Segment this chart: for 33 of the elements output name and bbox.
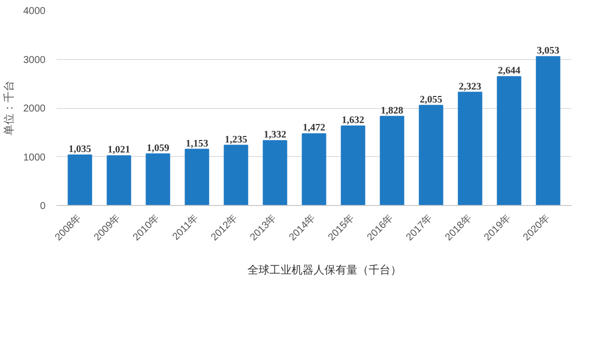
bar — [536, 56, 560, 206]
text: 2,644 — [498, 66, 520, 77]
bar — [380, 116, 404, 206]
y-tick-label: 2000 — [23, 104, 46, 114]
text: 1,021 — [108, 144, 130, 156]
bar — [458, 92, 482, 206]
text: 1,035 — [68, 144, 92, 156]
text: 1,828 — [380, 105, 404, 116]
text: 1,059 — [146, 142, 170, 154]
text: 3,053 — [536, 46, 560, 57]
y-tick-label: 3000 — [23, 54, 46, 66]
bar — [418, 104, 444, 206]
bar — [224, 144, 248, 206]
bar — [184, 148, 210, 206]
text: 1,153 — [186, 138, 208, 150]
y-tick-label: 0 — [40, 201, 46, 212]
text: 全球工业机器人保有量（千台） — [248, 264, 402, 278]
y-axis-title: 单位：千台 — [2, 80, 16, 136]
bar — [496, 76, 522, 206]
text: 1,332 — [264, 130, 286, 141]
bar — [68, 154, 92, 206]
bar — [340, 125, 366, 206]
bar — [106, 155, 132, 206]
y-tick-label: 4000 — [23, 6, 46, 17]
y-tick-label: 1000 — [23, 152, 46, 164]
text: 1,472 — [302, 122, 326, 134]
text: 1,235 — [224, 134, 248, 146]
bar — [302, 133, 326, 206]
bar — [146, 153, 170, 206]
text: 2,323 — [458, 81, 482, 92]
text: 2,055 — [420, 94, 442, 106]
text: 1,632 — [342, 114, 364, 126]
bar — [262, 140, 288, 206]
